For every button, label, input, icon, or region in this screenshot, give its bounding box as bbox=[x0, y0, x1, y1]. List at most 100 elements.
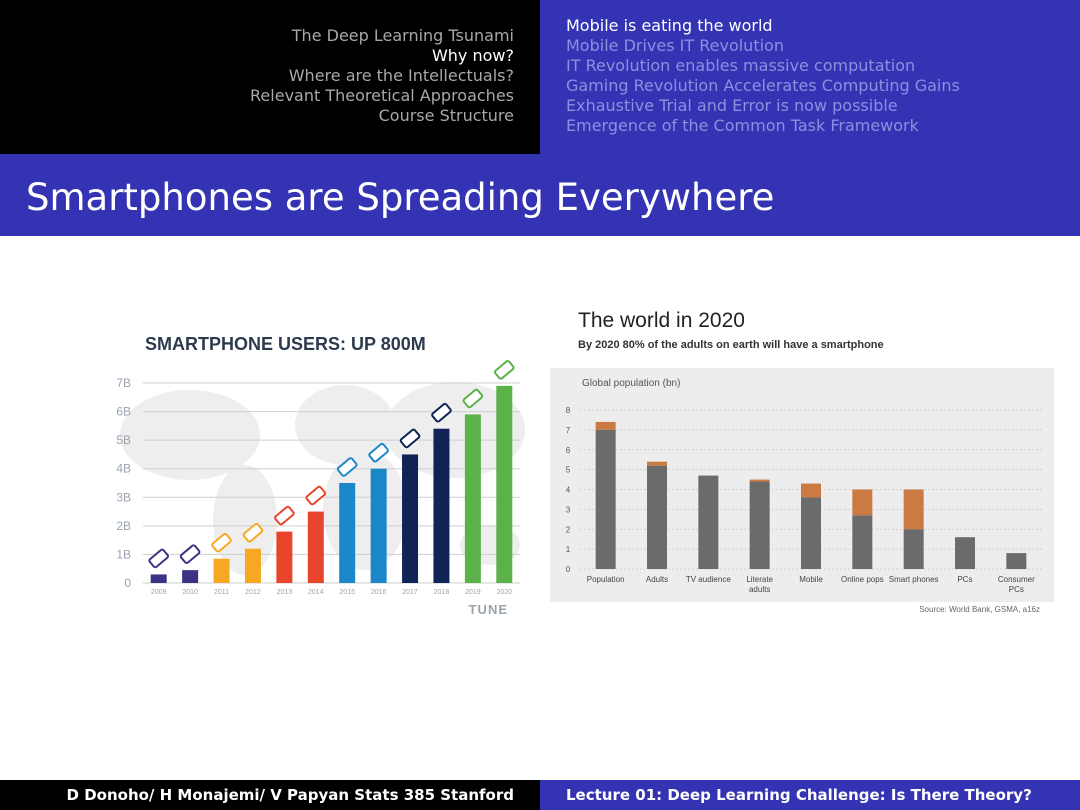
chart2-source: Source: World Bank, GSMA, a16z bbox=[919, 605, 1040, 614]
chart1-bar bbox=[402, 454, 419, 583]
chart1-y-tick-label: 3B bbox=[116, 490, 131, 504]
chart1-y-tick-label: 0 bbox=[124, 576, 131, 590]
chart1-bar bbox=[496, 385, 513, 583]
chart1-bar bbox=[213, 558, 230, 583]
phone-icon bbox=[179, 544, 201, 564]
chart2-y-tick-label: 1 bbox=[566, 545, 571, 554]
chart2-bar-base bbox=[903, 529, 924, 569]
chart1-y-tick-label: 6B bbox=[116, 405, 131, 419]
phone-icon bbox=[336, 457, 358, 477]
chart2-ylabel: Global population (bn) bbox=[582, 378, 680, 389]
chart2-title: The world in 2020 bbox=[578, 309, 745, 332]
chart1-x-tick-label: 2020 bbox=[497, 589, 513, 596]
chart2-x-tick-label: Smart phones bbox=[889, 575, 939, 584]
phone-icon bbox=[148, 548, 169, 569]
chart1-y-tick-label: 4B bbox=[116, 462, 131, 476]
chart2-x-tick-label: TV audience bbox=[686, 575, 731, 584]
chart1-x-tick-label: 2019 bbox=[465, 589, 481, 596]
chart1-bar bbox=[276, 531, 293, 583]
chart1-x-tick-label: 2015 bbox=[339, 589, 355, 596]
phone-icon bbox=[368, 442, 389, 463]
chart2-y-tick-label: 6 bbox=[566, 446, 571, 455]
nav-subsection-it-revolution[interactable]: IT Revolution enables massive computatio… bbox=[566, 56, 916, 75]
chart2-subtitle: By 2020 80% of the adults on earth will … bbox=[578, 339, 884, 351]
chart2-x-tick-label: adults bbox=[749, 585, 770, 594]
chart2-bar-base bbox=[749, 481, 770, 569]
nav-section-intellectuals[interactable]: Where are the Intellectuals? bbox=[288, 66, 514, 85]
chart2-x-tick-label: Adults bbox=[646, 575, 668, 584]
nav-subsection-gaming-revolution[interactable]: Gaming Revolution Accelerates Computing … bbox=[566, 76, 960, 95]
chart2-y-tick-label: 4 bbox=[566, 486, 571, 495]
footer-authors: D Donoho/ H Monajemi/ V Papyan Stats 385… bbox=[66, 786, 514, 804]
nav-section-deep-learning-tsunami[interactable]: The Deep Learning Tsunami bbox=[291, 26, 514, 45]
chart2-bar-base bbox=[1006, 553, 1027, 569]
slide-title-bar: Smartphones are Spreading Everywhere bbox=[0, 154, 1080, 236]
chart2-y-tick-label: 8 bbox=[566, 406, 571, 415]
chart1-title: SMARTPHONE USERS: UP 800M bbox=[145, 334, 426, 354]
chart1-bar bbox=[464, 414, 481, 583]
nav-section-why-now[interactable]: Why now? bbox=[431, 46, 514, 65]
tune-brand-logo: TUNE bbox=[469, 602, 508, 617]
chart2-bar-base bbox=[801, 497, 821, 569]
chart2-bar-base bbox=[852, 515, 873, 569]
chart2-bar-base bbox=[595, 429, 616, 569]
chart1-x-tick-label: 2016 bbox=[371, 589, 387, 596]
chart2-bar-base bbox=[955, 537, 975, 569]
footer-lecture-bar: Lecture 01: Deep Learning Challenge: Is … bbox=[540, 780, 1080, 810]
nav-section-theoretical-approaches[interactable]: Relevant Theoretical Approaches bbox=[250, 86, 514, 105]
world-in-2020-chart: The world in 2020 By 2020 80% of the adu… bbox=[550, 309, 1054, 614]
phone-icon bbox=[242, 522, 264, 543]
chart1-y-tick-label: 1B bbox=[116, 547, 131, 561]
chart1-bar bbox=[370, 468, 387, 583]
chart1-bar bbox=[433, 428, 450, 583]
chart2-y-tick-label: 0 bbox=[566, 565, 571, 574]
slide-title: Smartphones are Spreading Everywhere bbox=[26, 176, 775, 219]
chart1-y-tick-label: 5B bbox=[116, 433, 131, 447]
phone-icon bbox=[431, 402, 452, 423]
chart2-bar-top bbox=[647, 461, 667, 466]
nav-subsection-mobile-drives-it[interactable]: Mobile Drives IT Revolution bbox=[566, 36, 784, 55]
chart2-y-tick-label: 2 bbox=[566, 525, 571, 534]
chart2-x-tick-label: PCs bbox=[1009, 585, 1024, 594]
chart1-bar bbox=[244, 548, 261, 583]
chart1-y-tick-label: 7B bbox=[116, 376, 131, 390]
phone-icon bbox=[399, 428, 421, 449]
chart1-x-tick-label: 2011 bbox=[214, 589, 229, 596]
footer-authors-bar: D Donoho/ H Monajemi/ V Papyan Stats 385… bbox=[0, 780, 540, 810]
chart1-y-tick-label: 2B bbox=[116, 519, 131, 533]
chart2-x-tick-label: Online pops bbox=[841, 575, 884, 584]
chart2-bar-top bbox=[749, 479, 770, 482]
chart1-bar bbox=[182, 570, 199, 583]
chart2-bar-top bbox=[801, 483, 821, 498]
chart2-bar-base bbox=[647, 465, 667, 569]
subsection-nav: Mobile is eating the world Mobile Drives… bbox=[540, 0, 1080, 154]
chart2-x-tick-label: Literate bbox=[746, 575, 773, 584]
chart1-x-tick-label: 2018 bbox=[434, 589, 450, 596]
chart2-y-tick-label: 3 bbox=[566, 505, 571, 514]
chart2-y-tick-label: 5 bbox=[566, 466, 571, 475]
section-nav: The Deep Learning Tsunami Why now? Where… bbox=[0, 0, 540, 154]
phone-icon bbox=[274, 505, 295, 526]
chart2-bar-top bbox=[595, 421, 616, 430]
chart1-bar bbox=[339, 483, 356, 583]
footer-lecture-title: Lecture 01: Deep Learning Challenge: Is … bbox=[566, 786, 1032, 804]
chart1-bar bbox=[307, 511, 324, 583]
nav-subsection-trial-and-error[interactable]: Exhaustive Trial and Error is now possib… bbox=[566, 96, 898, 115]
chart2-x-tick-label: Population bbox=[587, 575, 625, 584]
chart2-x-tick-label: Consumer bbox=[998, 575, 1035, 584]
chart1-x-tick-label: 2017 bbox=[402, 589, 418, 596]
nav-section-course-structure[interactable]: Course Structure bbox=[378, 106, 514, 125]
chart2-bar-top bbox=[852, 489, 873, 516]
chart2-y-tick-label: 7 bbox=[566, 426, 571, 435]
chart1-x-tick-label: 2012 bbox=[245, 589, 261, 596]
chart2-bar-top bbox=[903, 489, 924, 530]
chart1-x-tick-label: 2009 bbox=[151, 589, 167, 596]
chart2-x-tick-label: Mobile bbox=[799, 575, 823, 584]
nav-subsection-mobile-eating-world[interactable]: Mobile is eating the world bbox=[566, 16, 773, 35]
chart2-bar-base bbox=[698, 475, 719, 569]
chart1-x-tick-label: 2010 bbox=[182, 589, 198, 596]
chart1-x-tick-label: 2013 bbox=[277, 589, 293, 596]
chart2-x-tick-label: PCs bbox=[957, 575, 972, 584]
nav-subsection-common-task-framework[interactable]: Emergence of the Common Task Framework bbox=[566, 116, 919, 135]
phone-icon bbox=[211, 532, 232, 553]
